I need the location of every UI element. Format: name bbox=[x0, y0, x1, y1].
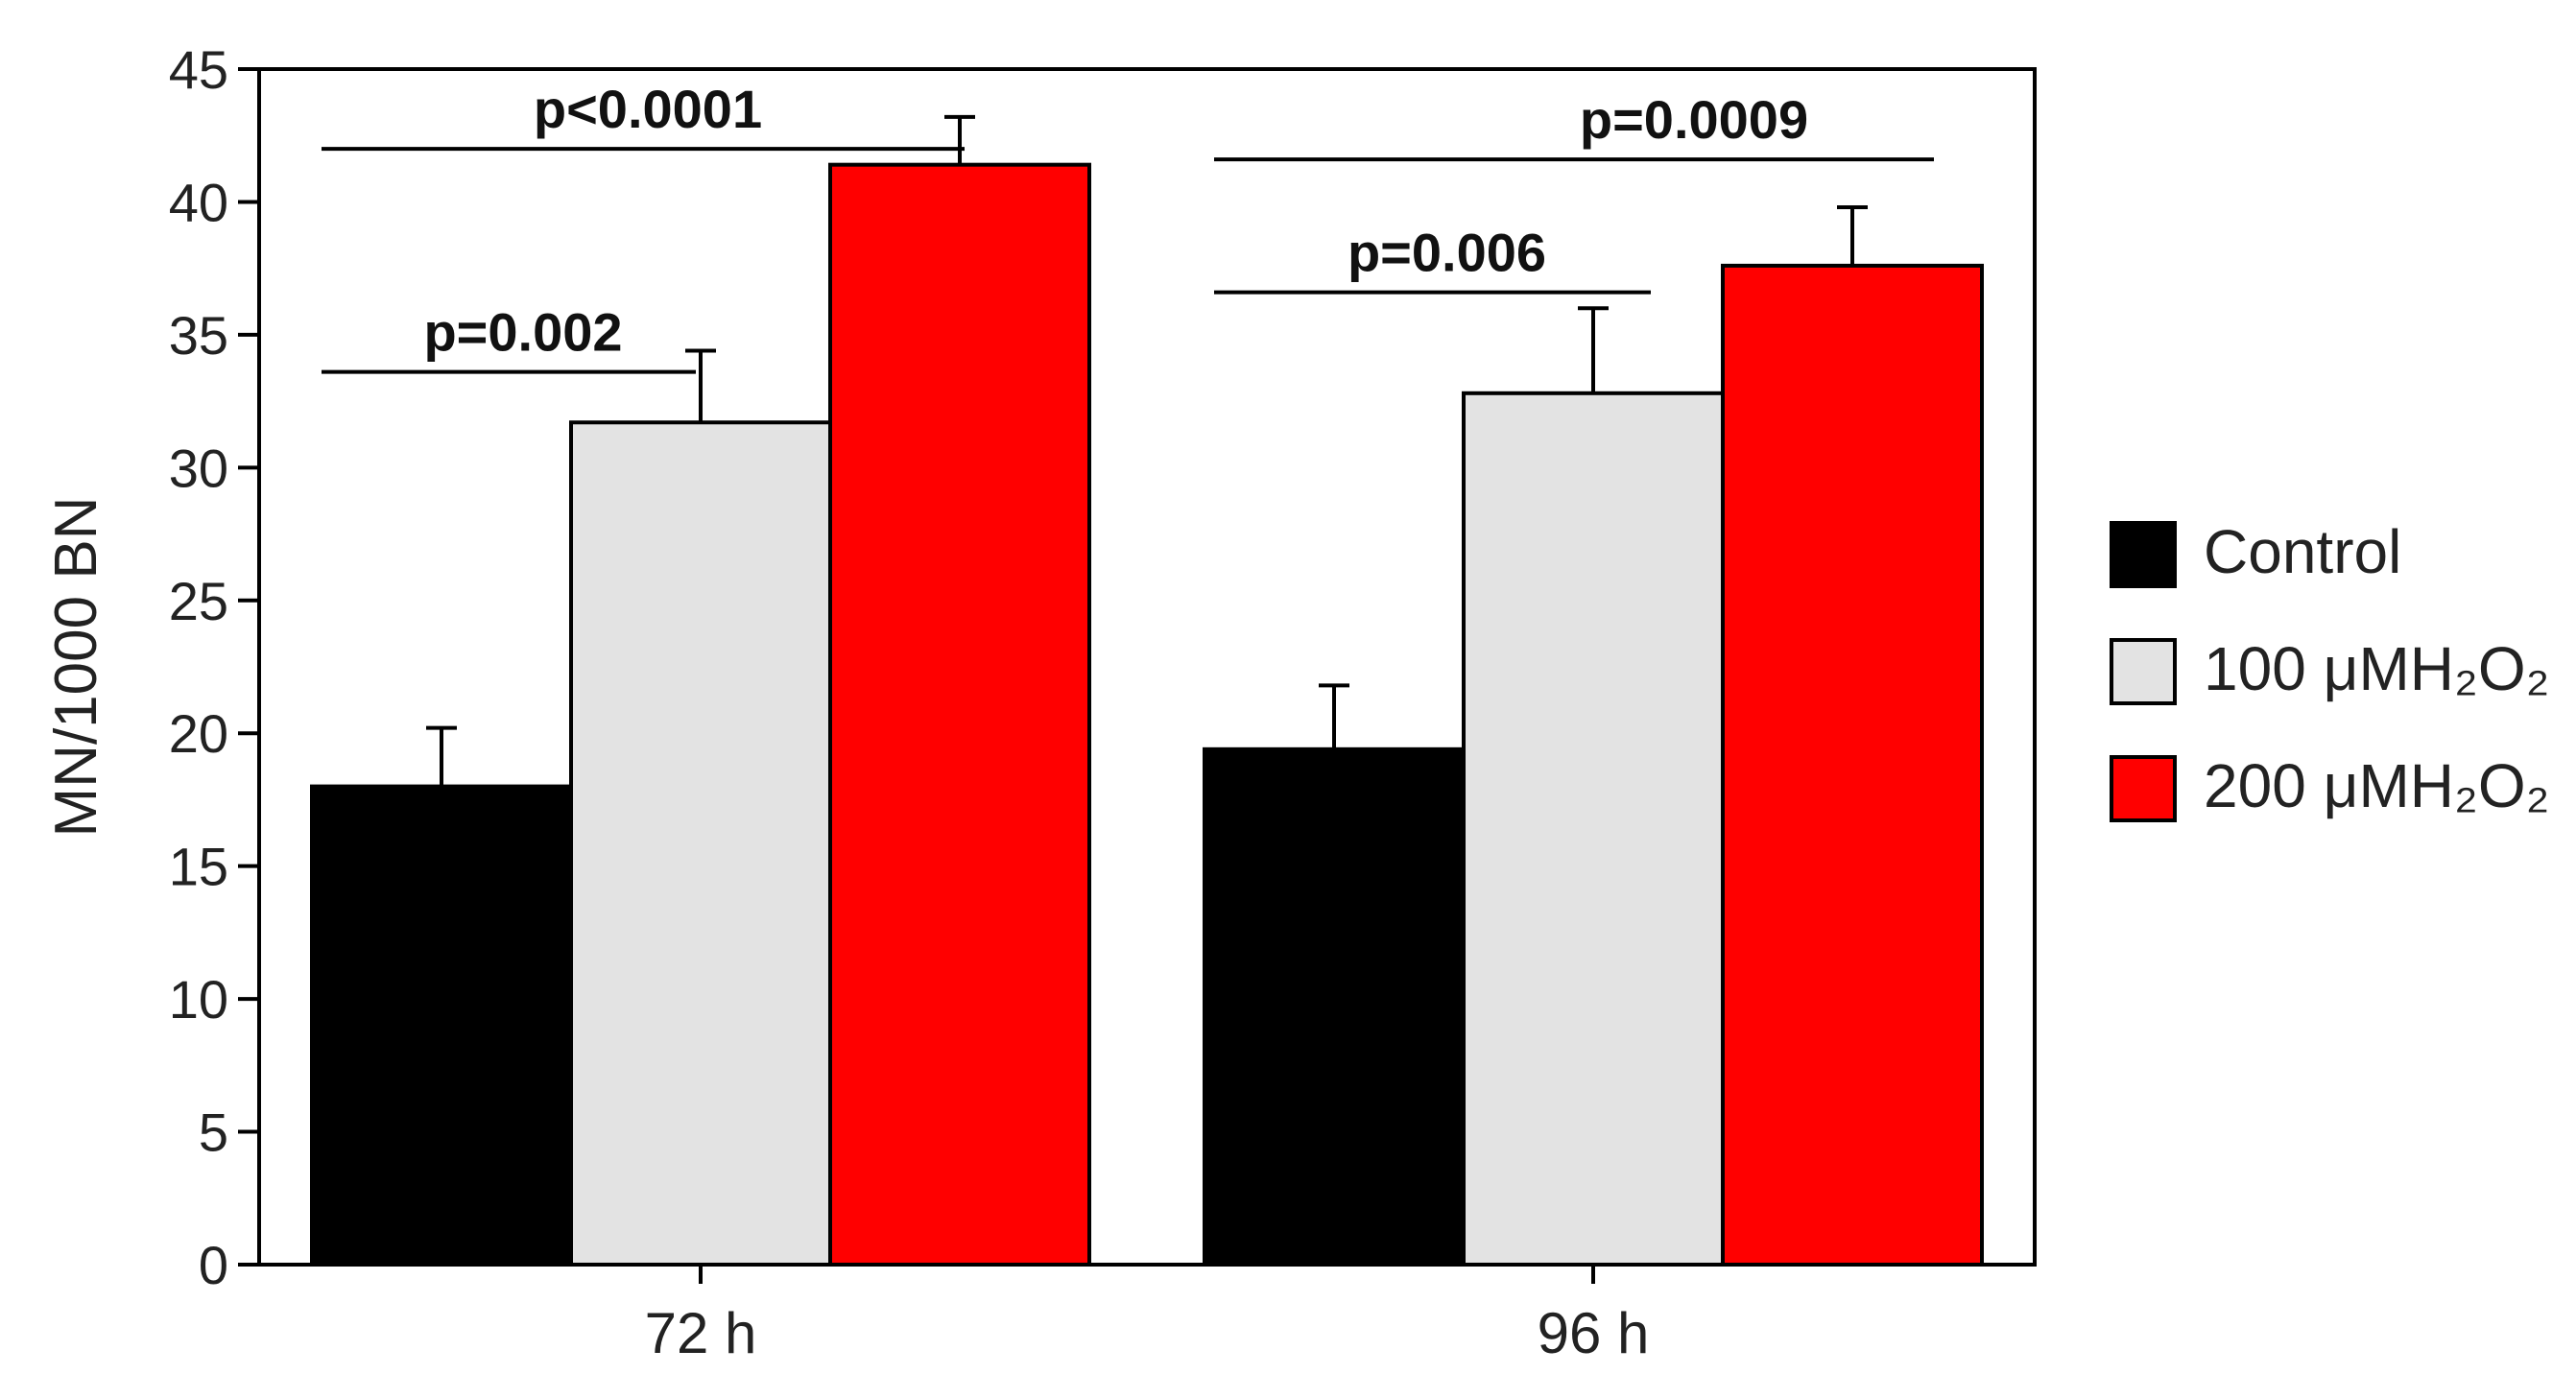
significance-label: p=0.0009 bbox=[1580, 89, 1808, 150]
y-tick-label: 30 bbox=[169, 438, 228, 498]
y-tick-label: 25 bbox=[169, 571, 228, 631]
y-tick-label: 0 bbox=[199, 1235, 228, 1295]
y-tick-label: 20 bbox=[169, 703, 228, 764]
bar bbox=[1721, 263, 1984, 1267]
y-tick-label: 5 bbox=[199, 1102, 228, 1163]
legend-swatch bbox=[2110, 638, 2177, 705]
bar bbox=[828, 162, 1091, 1267]
significance-label: p=0.006 bbox=[1348, 223, 1546, 283]
y-tick-label: 15 bbox=[169, 837, 228, 897]
y-tick-label: 40 bbox=[169, 172, 228, 232]
legend-label: Control bbox=[2204, 517, 2401, 586]
legend-swatch bbox=[2110, 755, 2177, 822]
x-tick-label: 72 h bbox=[645, 1301, 757, 1365]
y-tick-label: 35 bbox=[169, 305, 228, 366]
y-tick-label: 45 bbox=[169, 39, 228, 100]
bar bbox=[569, 420, 832, 1267]
bar bbox=[1203, 746, 1466, 1267]
legend-label: 100 μMH₂O₂ bbox=[2204, 634, 2549, 703]
legend-label: 200 μMH₂O₂ bbox=[2204, 751, 2549, 820]
bar bbox=[310, 784, 573, 1267]
y-tick-label: 10 bbox=[169, 969, 228, 1030]
legend-swatch bbox=[2110, 521, 2177, 588]
plot-frame bbox=[257, 67, 2037, 1267]
x-tick-label: 96 h bbox=[1538, 1301, 1650, 1365]
bar bbox=[1462, 391, 1725, 1267]
y-axis-label: MN/1000 BN bbox=[43, 497, 109, 838]
significance-label: p<0.0001 bbox=[534, 79, 762, 139]
significance-label: p=0.002 bbox=[423, 302, 622, 363]
